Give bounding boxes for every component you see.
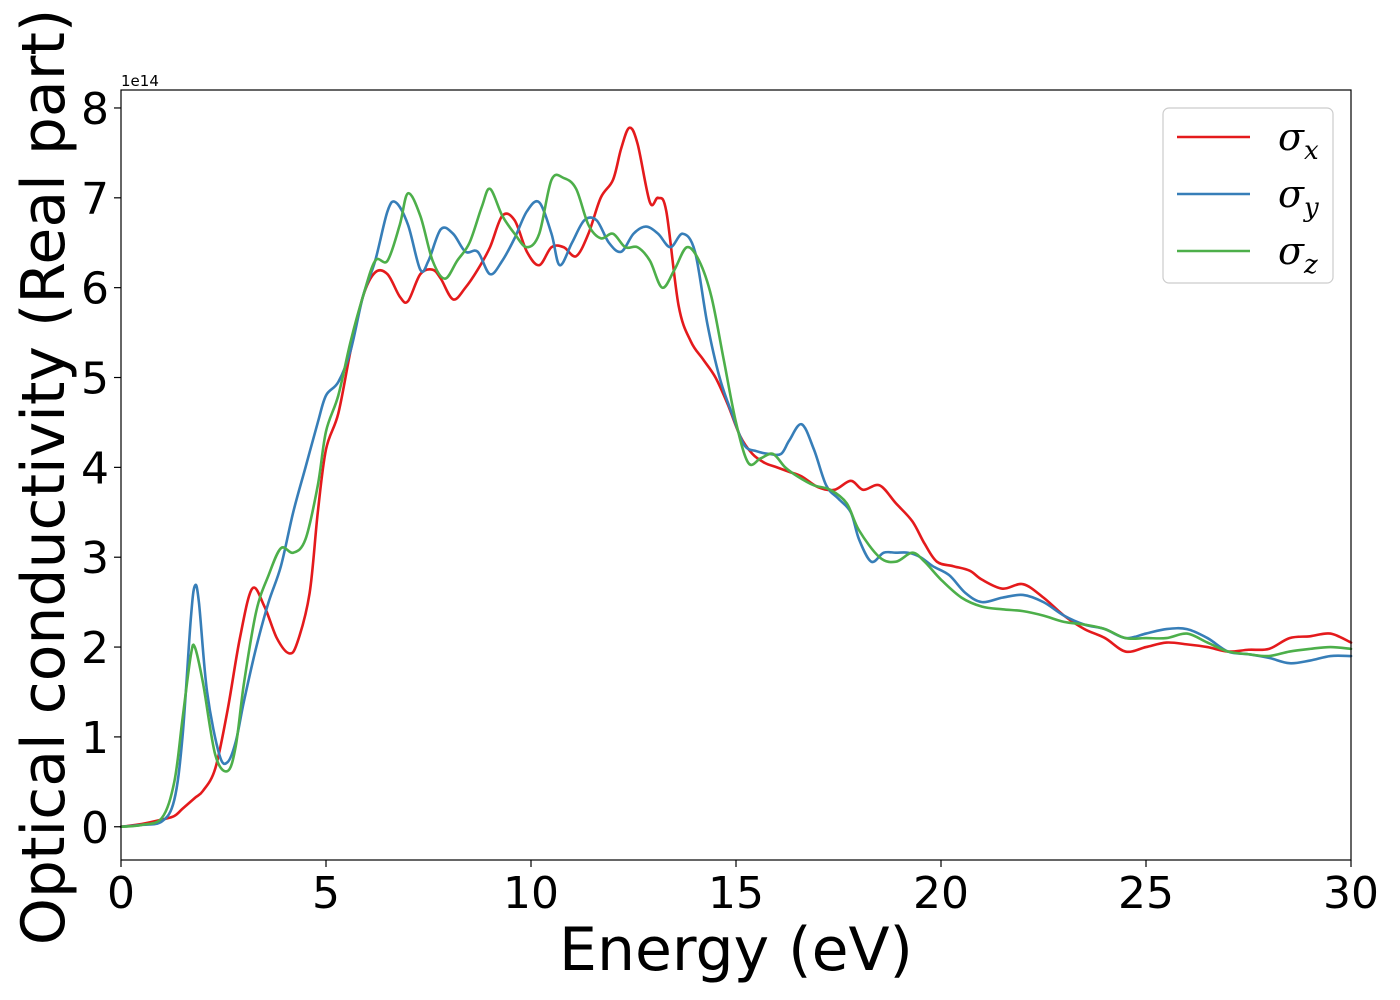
x-tick-label: 10 [503,868,559,919]
x-axis-label: Energy (eV) [559,915,913,985]
x-tick-label: 25 [1118,868,1174,919]
y-tick-label: 6 [81,264,109,315]
series-line-x [119,126,1353,829]
series-layer [119,126,1353,829]
y-tick-label: 5 [81,354,109,405]
legend-subscript: x [1304,136,1319,166]
legend-label-z: σz [1278,229,1318,280]
y-tick-label: 7 [81,174,109,225]
legend-label-y: σy [1278,172,1319,223]
legend-label-x: σx [1278,115,1319,166]
x-tick-label: 0 [107,868,135,919]
y-axis-label: Optical conductivity (Real part) [9,9,79,946]
legend-subscript: y [1303,193,1319,223]
y-tick-label: 4 [81,443,109,494]
x-tick-label: 20 [913,868,969,919]
y-axis-ticks: 0 1 2 3 4 5 6 7 8 [81,84,121,854]
x-tick-label: 5 [312,868,340,919]
y-tick-label: 3 [81,533,109,584]
series-line-y [119,199,1353,829]
legend-symbol: σ [1278,229,1305,273]
y-tick-label: 1 [81,713,109,764]
series-line-z [119,173,1353,829]
plot-background [121,90,1351,860]
y-offset-label: 1e14 [121,72,159,90]
y-tick-label: 0 [81,803,109,854]
legend-subscript: z [1303,250,1318,280]
x-axis-ticks: 0 5 10 15 20 25 30 [107,860,1379,919]
legend-symbol: σ [1278,172,1305,216]
x-tick-label: 30 [1323,868,1379,919]
legend-symbol: σ [1278,115,1305,159]
y-tick-label: 8 [81,84,109,135]
legend-frame [1162,107,1334,284]
x-tick-label: 15 [708,868,764,919]
y-tick-label: 2 [81,623,109,674]
